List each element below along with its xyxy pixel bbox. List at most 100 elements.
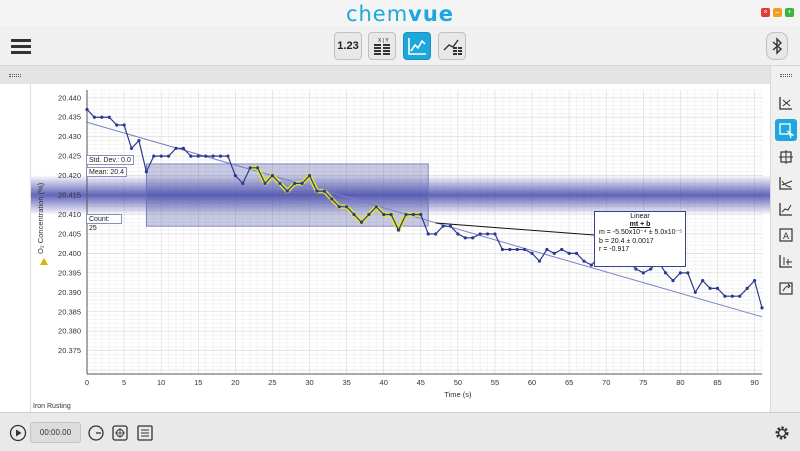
mean-glow-band bbox=[31, 175, 770, 216]
collection-mode-button[interactable] bbox=[86, 423, 105, 442]
menu-button[interactable] bbox=[7, 32, 35, 60]
annotate-button[interactable]: A bbox=[775, 224, 797, 246]
x-tick-label: 85 bbox=[713, 378, 721, 387]
tools-grip-icon[interactable] bbox=[780, 74, 792, 77]
data-point bbox=[448, 224, 453, 228]
settings-button[interactable] bbox=[772, 423, 791, 442]
graph-view-button[interactable] bbox=[403, 32, 431, 60]
maximize-window-icon[interactable]: + bbox=[785, 8, 794, 17]
data-point bbox=[530, 251, 534, 255]
play-button[interactable] bbox=[8, 423, 27, 442]
table-xy-icon: X | Y bbox=[374, 38, 390, 55]
y-axis-label: O₂ Concentration (%) bbox=[36, 182, 45, 254]
data-point bbox=[181, 146, 186, 150]
graph-icon bbox=[408, 38, 426, 55]
minimize-window-icon[interactable]: – bbox=[773, 8, 782, 17]
data-point bbox=[278, 181, 282, 185]
hamburger-icon bbox=[11, 39, 31, 54]
data-point bbox=[270, 173, 275, 178]
bottom-bar: 00:00.00 bbox=[0, 412, 800, 451]
data-point bbox=[367, 212, 371, 217]
data-point bbox=[159, 154, 163, 158]
data-point bbox=[641, 271, 645, 275]
data-point bbox=[426, 232, 430, 236]
sensor-icon bbox=[111, 424, 128, 441]
fit-correlation: r = -0.917 bbox=[599, 246, 630, 253]
data-point bbox=[359, 220, 364, 224]
x-tick-label: 0 bbox=[85, 378, 89, 387]
count-label: Count: 25 bbox=[86, 214, 122, 232]
data-point bbox=[649, 267, 653, 271]
select-tool-button[interactable] bbox=[775, 119, 797, 141]
select-cursor-icon bbox=[779, 123, 794, 138]
data-point bbox=[523, 247, 527, 252]
y-tick-label: 20.410 bbox=[58, 210, 81, 219]
x-tick-label: 30 bbox=[305, 378, 313, 387]
data-point bbox=[545, 247, 549, 252]
data-point bbox=[508, 247, 512, 252]
data-point bbox=[137, 138, 141, 143]
autoscale-icon bbox=[779, 97, 792, 110]
meter-view-button[interactable]: 1.23 bbox=[334, 32, 362, 60]
data-list-button[interactable] bbox=[135, 423, 154, 442]
data-point bbox=[248, 166, 252, 170]
autoscale-button[interactable] bbox=[775, 92, 797, 114]
table-view-button[interactable]: X | Y bbox=[368, 32, 396, 60]
data-point bbox=[515, 247, 519, 252]
data-point bbox=[693, 290, 697, 294]
data-point bbox=[589, 263, 593, 267]
statistics-button[interactable] bbox=[775, 250, 797, 272]
data-point bbox=[500, 247, 504, 252]
dataset-label[interactable]: Iron Rusting bbox=[33, 403, 71, 410]
x-tick-label: 50 bbox=[454, 378, 462, 387]
y-tick-label: 20.375 bbox=[58, 346, 81, 355]
fit-equation: mt + b bbox=[629, 221, 651, 228]
data-point bbox=[241, 181, 245, 185]
data-point bbox=[92, 115, 97, 119]
bluetooth-button[interactable] bbox=[766, 32, 788, 60]
x-tick-label: 15 bbox=[194, 378, 202, 387]
data-point bbox=[152, 154, 156, 158]
data-point bbox=[174, 146, 178, 150]
bluetooth-icon bbox=[772, 37, 783, 55]
data-point bbox=[678, 271, 683, 275]
x-tick-label: 40 bbox=[380, 378, 388, 387]
elapsed-time-display: 00:00.00 bbox=[30, 422, 81, 443]
data-point bbox=[129, 146, 134, 150]
y-tick-label: 20.385 bbox=[58, 307, 81, 316]
data-point bbox=[218, 154, 223, 158]
data-point bbox=[189, 154, 193, 158]
x-tick-label: 70 bbox=[602, 378, 610, 387]
meter-view-label: 1.23 bbox=[337, 40, 359, 52]
graph-table-view-button[interactable] bbox=[438, 32, 466, 60]
data-point bbox=[552, 251, 556, 255]
tangent-button[interactable] bbox=[775, 172, 797, 194]
data-point bbox=[144, 170, 148, 174]
data-point bbox=[85, 107, 89, 112]
data-point bbox=[307, 173, 312, 178]
data-point bbox=[456, 232, 460, 236]
std-dev-label: Std. Dev.: 0.0 bbox=[86, 155, 134, 165]
data-point bbox=[389, 212, 393, 217]
examine-button[interactable] bbox=[775, 146, 797, 168]
curve-fit-icon bbox=[779, 203, 792, 216]
data-point bbox=[337, 205, 341, 209]
curve-fit-box[interactable]: Linear mt + b m = -5.50x10⁻⁴ ± 5.0x10⁻⁵ … bbox=[594, 211, 686, 267]
window-controls: × – + bbox=[761, 8, 794, 17]
panel-grip-icon[interactable] bbox=[9, 74, 21, 77]
tangent-icon bbox=[779, 177, 793, 190]
data-point bbox=[723, 294, 727, 298]
export-icon bbox=[779, 282, 793, 295]
data-point bbox=[463, 236, 467, 240]
data-point bbox=[574, 251, 579, 255]
close-window-icon[interactable]: × bbox=[761, 8, 770, 17]
data-point bbox=[107, 115, 111, 119]
data-point bbox=[485, 232, 490, 236]
list-icon bbox=[136, 424, 153, 441]
curve-fit-button[interactable] bbox=[775, 198, 797, 220]
sensor-setup-button[interactable] bbox=[110, 423, 129, 442]
export-button[interactable] bbox=[775, 277, 797, 299]
y-tick-label: 20.400 bbox=[58, 249, 81, 258]
x-tick-label: 5 bbox=[122, 378, 126, 387]
data-point bbox=[471, 236, 475, 240]
